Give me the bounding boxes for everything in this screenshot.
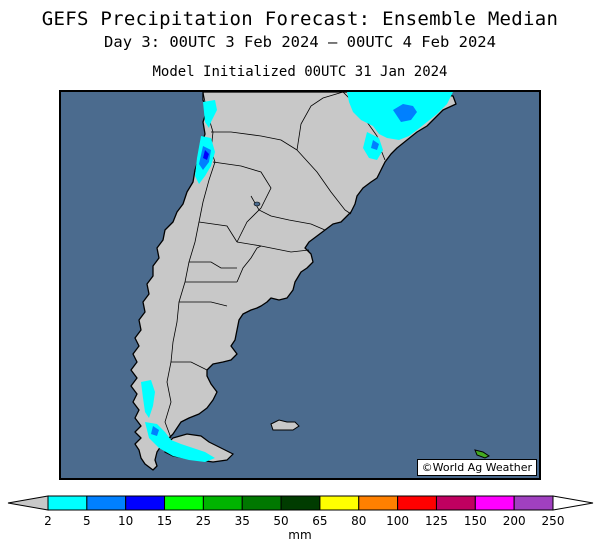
colorbar-tick-label: 5 xyxy=(83,514,91,528)
colorbar-tick-label: 250 xyxy=(541,514,565,528)
colorbar-bin xyxy=(319,495,360,511)
copyright-credit: ©World Ag Weather xyxy=(416,459,537,476)
colorbar-bin xyxy=(86,495,127,511)
colorbar-tick-label: 10 xyxy=(118,514,134,528)
colorbar-bin xyxy=(241,495,282,511)
colorbar-bin xyxy=(435,495,476,511)
colorbar-over-triangle xyxy=(552,495,594,511)
land-mass xyxy=(130,92,457,471)
colorbar-bin xyxy=(47,495,88,511)
lake-mar-chiquita xyxy=(253,201,261,207)
precip-colorbar xyxy=(7,495,594,511)
falkland-islands xyxy=(270,419,300,431)
colorbar-bin xyxy=(125,495,166,511)
colorbar-tick-label: 2 xyxy=(44,514,52,528)
colorbar-tick-label: 35 xyxy=(234,514,250,528)
colorbar-tick-label: 150 xyxy=(463,514,487,528)
colorbar-tick-label: 15 xyxy=(156,514,173,528)
colorbar-tick-label: 100 xyxy=(386,514,410,528)
colorbar-tick-label: 125 xyxy=(425,514,448,528)
colorbar-bin xyxy=(280,495,321,511)
colorbar-unit: mm xyxy=(288,528,312,542)
colorbar-bin xyxy=(164,495,204,511)
map-canvas xyxy=(61,92,539,478)
precip-shading xyxy=(141,92,453,462)
colorbar-tick-label: 50 xyxy=(273,514,289,528)
south-georgia xyxy=(474,449,490,459)
model-init-time: Model Initialized 00UTC 31 Jan 2024 xyxy=(152,64,448,80)
map-title: GEFS Precipitation Forecast: Ensemble Me… xyxy=(41,8,559,30)
forecast-period: Day 3: 00UTC 3 Feb 2024 — 00UTC 4 Feb 20… xyxy=(104,33,496,51)
colorbar-tick-label: 25 xyxy=(195,514,212,528)
colorbar-tick-label: 80 xyxy=(351,514,367,528)
colorbar-bin xyxy=(202,495,243,511)
colorbar-tick-label: 200 xyxy=(502,514,526,528)
colorbar-tick-label: 65 xyxy=(312,514,328,528)
colorbar-bin xyxy=(474,495,515,511)
colorbar-bin xyxy=(513,495,554,511)
colorbar-bin xyxy=(358,495,399,511)
colorbar-bin xyxy=(397,495,437,511)
colorbar-under-triangle xyxy=(7,495,49,511)
precipitation-map: ©World Ag Weather xyxy=(59,90,541,480)
